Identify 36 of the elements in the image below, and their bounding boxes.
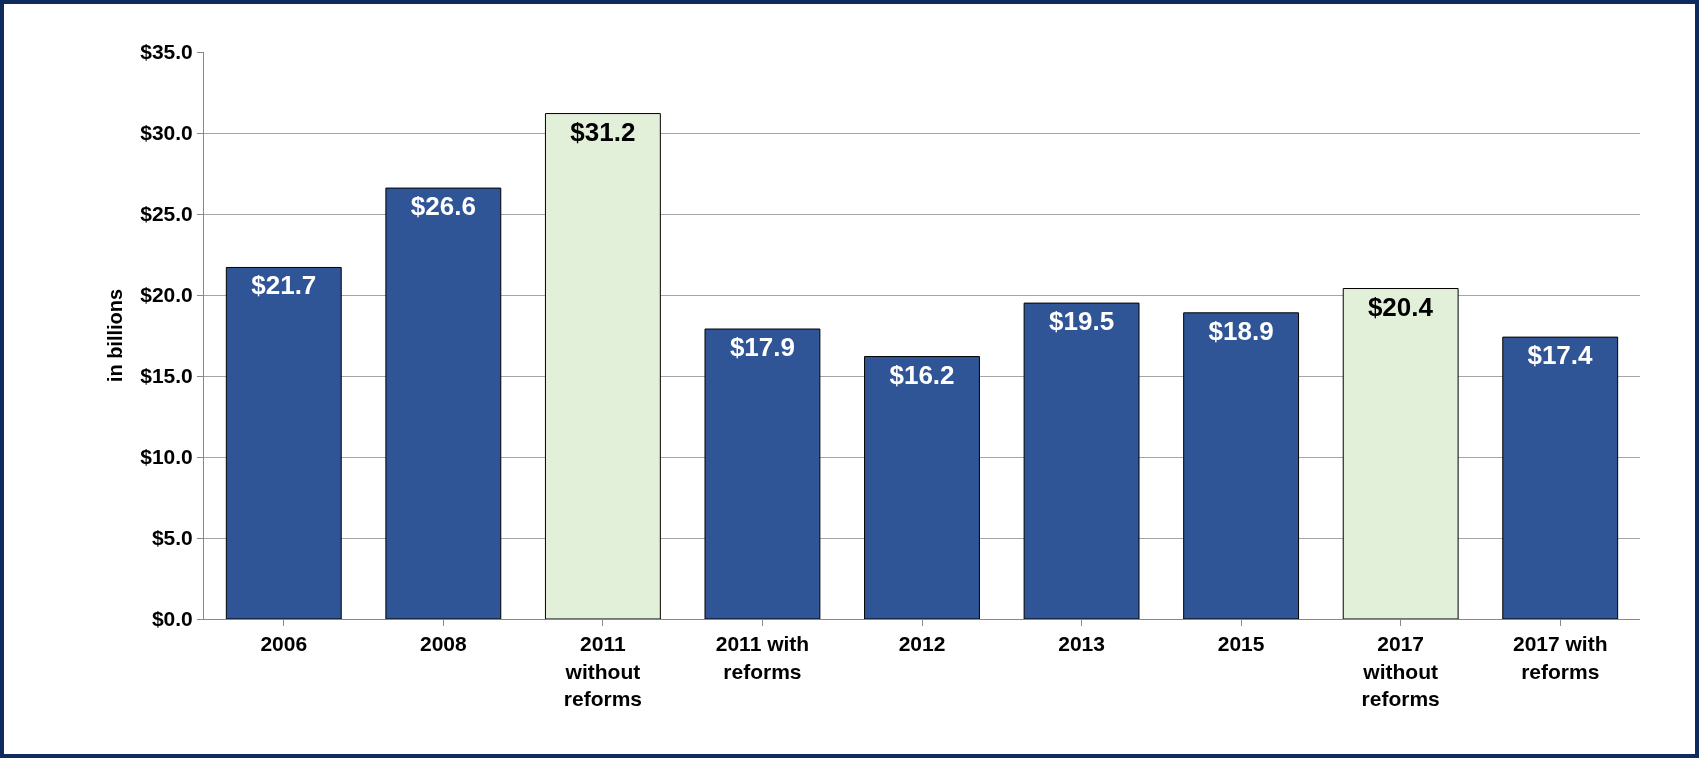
bar	[1342, 288, 1459, 619]
data-label: $31.2	[570, 116, 636, 147]
y-axis-title: in billions	[103, 288, 126, 383]
data-label: $20.4	[1367, 291, 1434, 322]
y-tick-label: $0.0	[151, 607, 193, 631]
bar	[1023, 302, 1140, 619]
y-tick-label: $30.0	[140, 121, 193, 145]
bar	[1502, 336, 1619, 619]
x-tick-label: 2013	[1058, 632, 1105, 656]
x-tick-label: 2011 with reforms	[715, 632, 810, 683]
y-tick-label: $35.0	[140, 40, 193, 64]
bar	[544, 113, 661, 619]
bar	[864, 356, 980, 619]
y-tick-label: $10.0	[140, 445, 193, 469]
x-tick-label: 2017 with reforms	[1512, 632, 1608, 683]
data-label: $17.9	[729, 332, 795, 363]
y-tick-label: $15.0	[140, 364, 193, 388]
data-label: $16.2	[889, 359, 955, 390]
x-tick-label: 2006	[260, 632, 308, 656]
bar	[704, 328, 821, 619]
x-tick-label: 2012	[898, 632, 946, 656]
y-tick-label: $5.0	[151, 526, 193, 550]
bar	[1183, 312, 1300, 619]
y-tick-label: $25.0	[140, 202, 193, 226]
x-tick-label: 2015	[1217, 632, 1265, 656]
data-label: $19.5	[1049, 306, 1115, 337]
x-tick-label: 2017 without reforms	[1361, 632, 1440, 710]
x-tick-label: 2011 without reforms	[563, 632, 642, 710]
data-label: $21.7	[251, 270, 317, 301]
x-tick-label: 2008	[419, 632, 468, 656]
y-tick-label: $20.0	[140, 283, 193, 307]
bar	[225, 266, 342, 619]
bar	[385, 187, 502, 619]
data-label: $26.6	[410, 191, 476, 222]
data-label: $17.4	[1527, 340, 1594, 371]
data-label: $18.9	[1208, 315, 1274, 346]
